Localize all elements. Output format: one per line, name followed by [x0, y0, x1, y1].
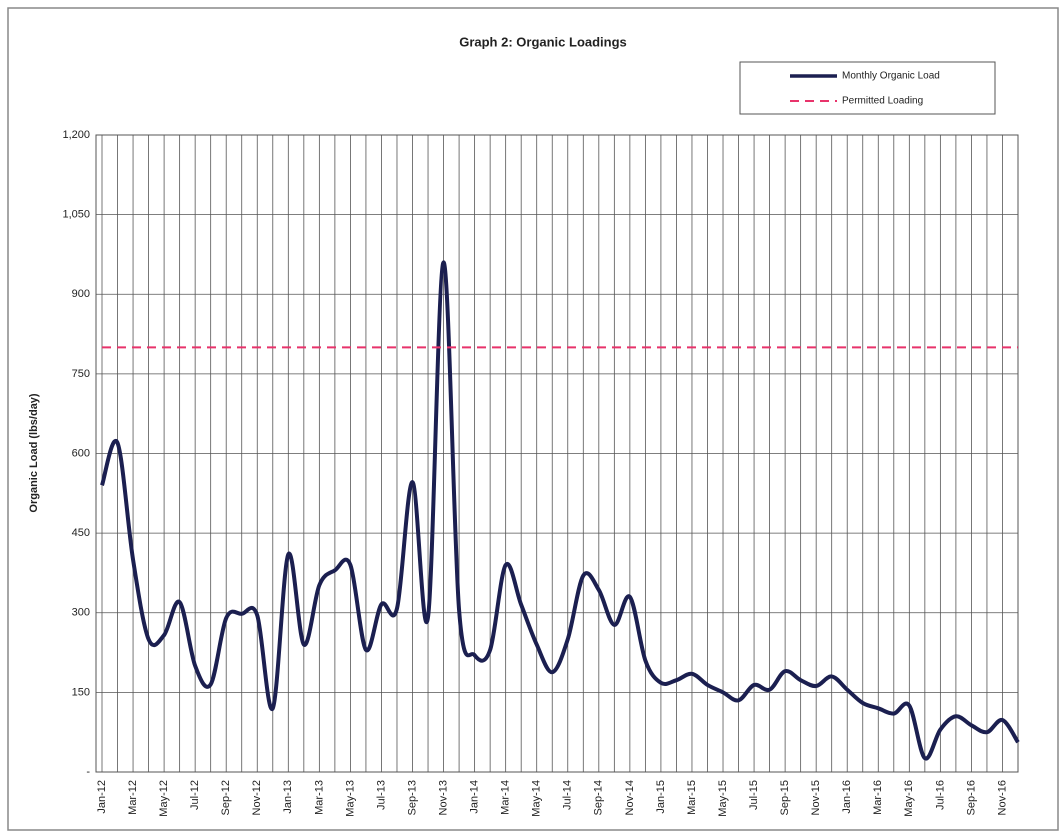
x-tick-label: Jan-16: [841, 780, 853, 814]
y-tick-label: -: [86, 766, 90, 778]
legend-box: [739, 61, 996, 115]
chart-title: Graph 2: Organic Loadings: [459, 34, 627, 49]
legend-label: Monthly Organic Load: [842, 71, 940, 82]
x-tick-label: Jan-15: [655, 780, 667, 814]
x-tick-label: Mar-12: [127, 780, 139, 815]
x-tick-label: Mar-16: [872, 780, 884, 815]
y-tick-label: 1,050: [62, 209, 90, 221]
legend: Monthly Organic Load Permitted Loading: [739, 61, 996, 115]
x-tick-label: Jul-15: [748, 780, 760, 810]
x-tick-label: Jul-13: [375, 780, 387, 810]
x-tick-label: Nov-14: [624, 780, 636, 815]
x-tick-label: Nov-15: [810, 780, 822, 815]
x-tick-label: May-12: [158, 780, 170, 817]
x-tick-label: Mar-13: [313, 780, 325, 815]
chart-frame: [7, 7, 1059, 831]
x-tick-label: May-16: [903, 780, 915, 817]
x-tick-label: Mar-14: [500, 780, 512, 815]
x-tick-label: Jul-14: [562, 780, 574, 810]
y-tick-label: 300: [72, 607, 90, 619]
x-tick-label: Sep-15: [779, 780, 791, 815]
x-tick-label: May-15: [717, 780, 729, 817]
x-tick-label: Jan-14: [469, 780, 481, 814]
x-tick-label: Mar-15: [686, 780, 698, 815]
x-tick-label: Jul-16: [934, 780, 946, 810]
legend-label: Permitted Loading: [842, 96, 923, 107]
x-tick-label: Sep-13: [406, 780, 418, 815]
y-tick-label: 600: [72, 447, 90, 459]
x-tick-label: Nov-13: [437, 780, 449, 815]
y-tick-label: 900: [72, 288, 90, 300]
x-tick-label: Sep-16: [965, 780, 977, 815]
x-tick-label: Sep-14: [593, 780, 605, 815]
x-tick-label: Nov-12: [251, 780, 263, 815]
y-tick-label: 1,200: [62, 129, 90, 141]
x-tick-label: May-14: [531, 780, 543, 817]
x-tick-label: Jan-13: [282, 780, 294, 814]
y-tick-label: 150: [72, 686, 90, 698]
x-tick-label: Nov-16: [996, 780, 1008, 815]
x-tick-label: Sep-12: [220, 780, 232, 815]
y-axis-label: Organic Load (lbs/day): [28, 393, 40, 513]
y-tick-label: 450: [72, 527, 90, 539]
data-line: [100, 260, 1020, 761]
y-tick-label: 750: [72, 368, 90, 380]
x-tick-label: Jul-12: [189, 780, 201, 810]
x-tick-label: May-13: [344, 780, 356, 817]
x-tick-label: Jan-12: [96, 780, 108, 814]
